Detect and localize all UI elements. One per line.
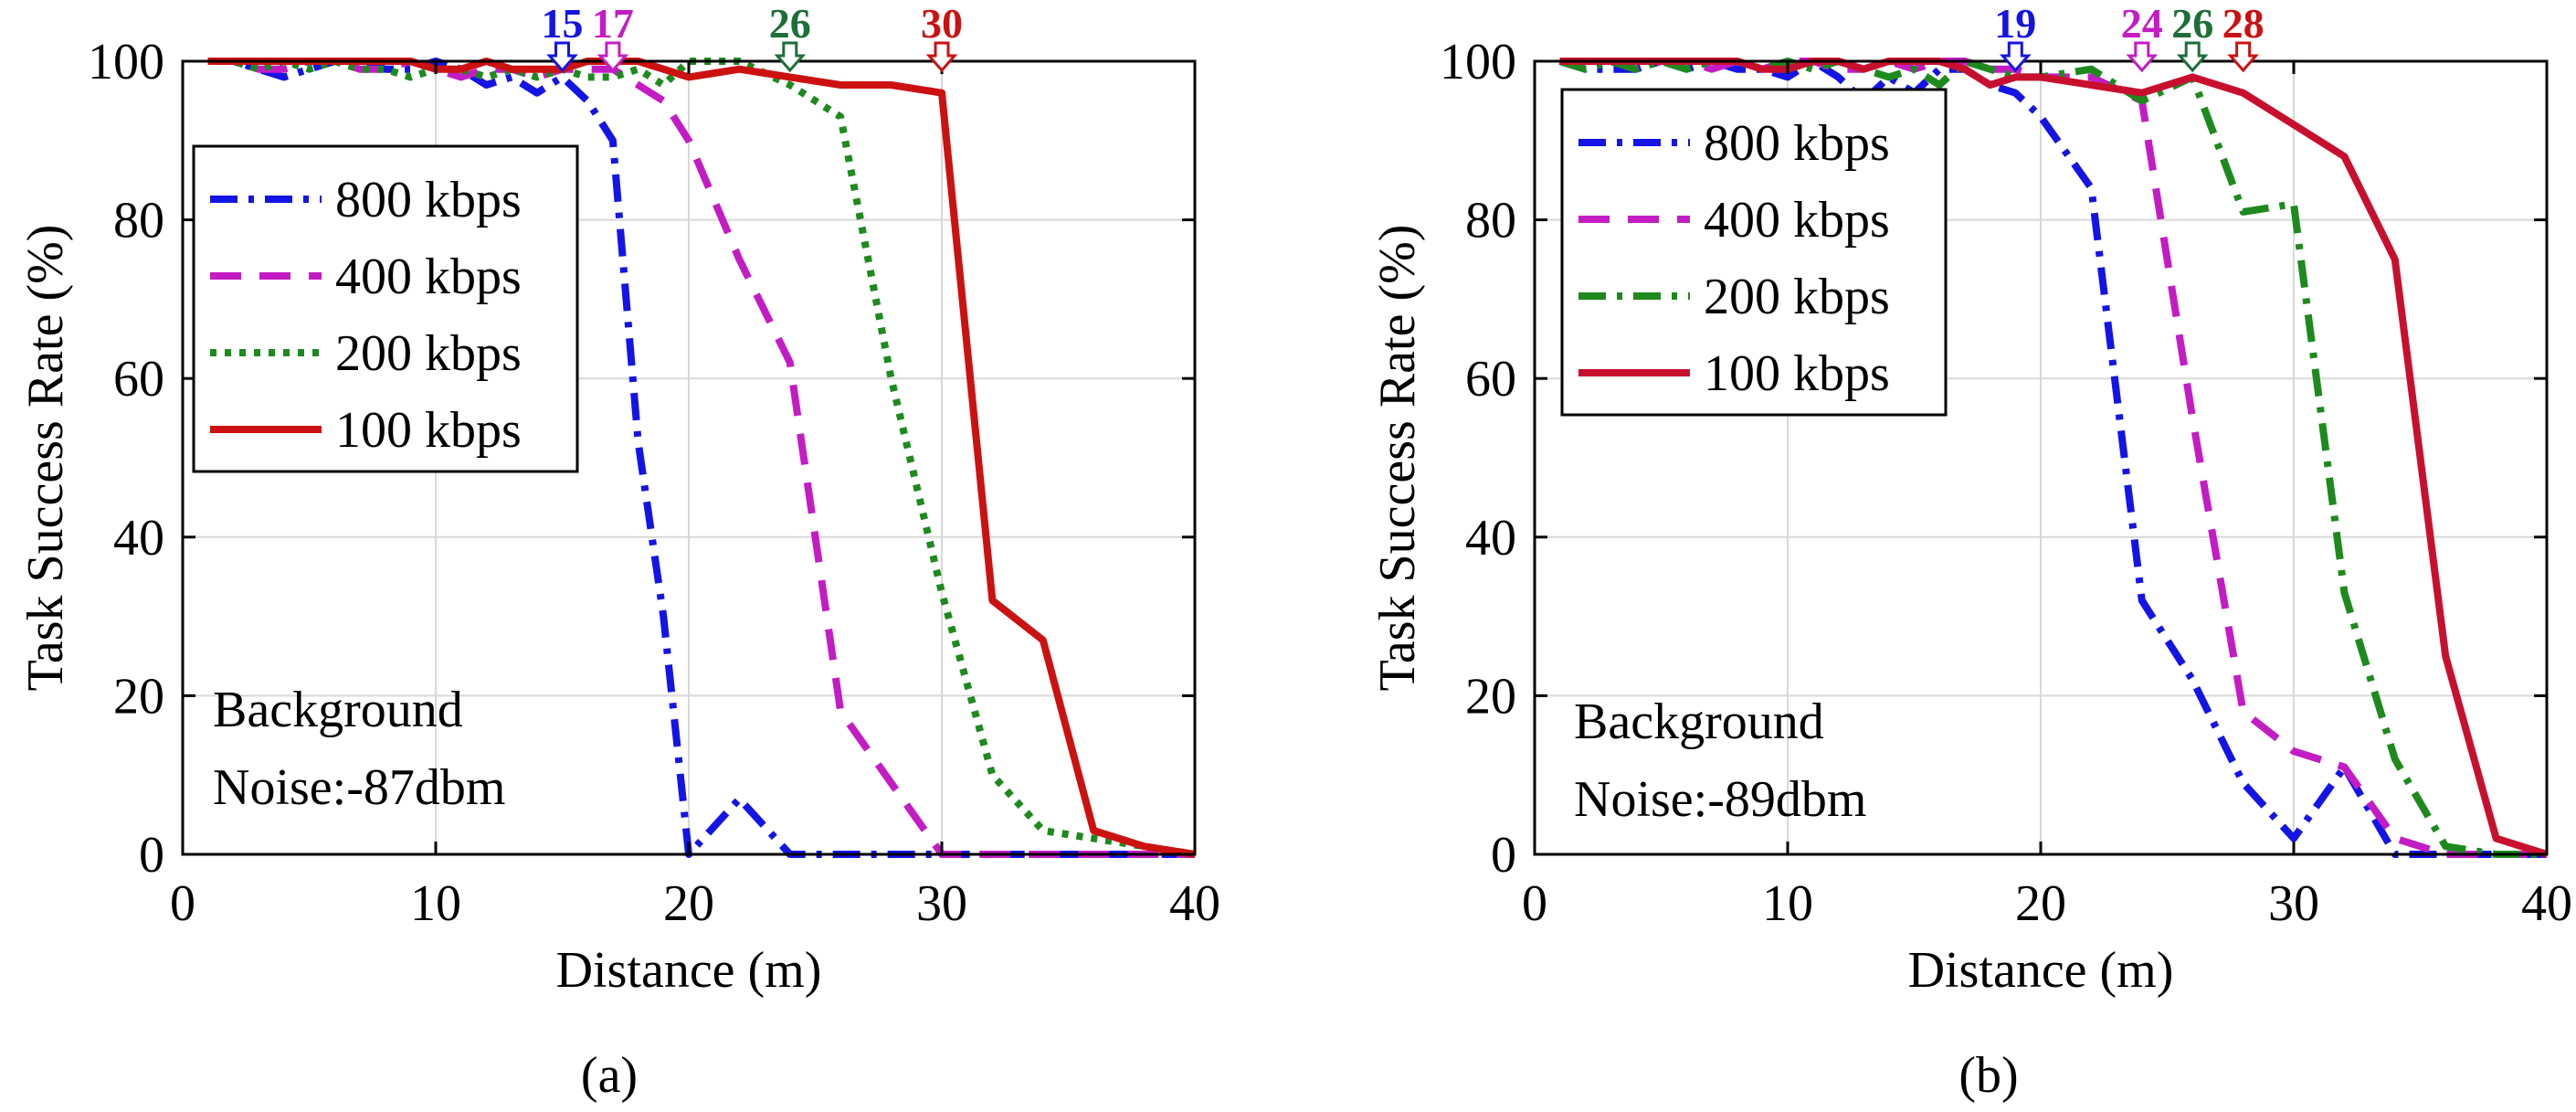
chart-a-y-tick-label: 100 [88,34,164,90]
chart-a-marker-arrow-icon [925,41,958,73]
chart-a-x-tick-label: 20 [663,875,714,932]
caption-a: (a) [580,1047,639,1104]
chart-b-legend-label: 800 kbps [1704,115,1890,172]
chart-b-legend-label: 400 kbps [1704,192,1890,249]
chart-b-marker-label: 24 [2121,0,2163,47]
chart-a-marker-label: 30 [921,0,963,47]
chart-panel-a: 0 10 20 30 40 0 20 40 60 80 100 Distance (m) Task Su… [17,0,1220,1104]
chart-a-series-line-200-kbps [207,58,1196,858]
chart-b-y-tick-label: 0 [1491,827,1516,884]
chart-a-y-axis-label: Task Success Rate (%) [17,225,74,692]
chart-b-marker-arrow-icon [2227,41,2259,73]
chart-a-x-axis-label: Distance (m) [556,942,822,999]
chart-b-series-line-200-kbps [1558,58,2547,858]
chart-a-marker-arrow-icon [774,41,807,73]
chart-a-x-tick-label: 10 [410,875,461,932]
chart-a-marker-arrow-icon [546,41,578,73]
chart-b-svg: 0 10 20 30 40 0 20 40 60 80 100 Distance (m) Task Su… [1369,0,2572,999]
chart-a-legend-box [192,144,579,473]
chart-b-marker-arrow-icon [1999,41,2032,73]
chart-b-marker-label: 19 [1994,0,2036,47]
chart-a-y-tick-label: 80 [113,193,164,249]
chart-a-x-tick-label: 0 [170,875,195,932]
chart-b-marker-label: 26 [2171,0,2213,47]
chart-a-legend-label: 800 kbps [335,172,522,228]
chart-a-marker-label: 26 [769,0,811,47]
chart-panel-b: 0 10 20 30 40 0 20 40 60 80 100 Distance (m) Task Su… [1288,0,2576,1112]
chart-a-annotation-line: Background [213,682,463,738]
chart-b-legend-label: 200 kbps [1704,269,1890,325]
chart-b-y-tick-label: 60 [1465,351,1516,408]
chart-a-legend-label: 400 kbps [335,249,522,305]
chart-a-legend-label: 200 kbps [335,325,522,382]
chart-b-x-tick-label: 20 [2015,875,2066,932]
chart-a-marker-label: 15 [542,0,584,47]
chart-b-marker-arrow-icon [2126,41,2159,73]
chart-a-annotation-line: Noise:-87dbm [213,759,505,816]
chart-b-x-tick-label: 0 [1522,875,1547,932]
chart-b-y-tick-label: 40 [1465,510,1516,567]
chart-a-y-tick-label: 20 [113,668,164,725]
chart-a-legend-label: 100 kbps [335,402,522,459]
chart-b-legend-box [1560,88,1948,417]
chart-b-y-axis-label: Task Success Rate (%) [1369,225,1426,692]
chart-a-marker-arrow-icon [596,41,629,73]
chart-b-x-tick-label: 30 [2268,875,2319,932]
chart-b-annotation-line: Noise:-89dbm [1574,771,1866,828]
chart-b-legend-label: 100 kbps [1704,345,1890,402]
chart-b-annotation-line: Background [1574,694,1824,750]
chart-a-y-tick-label: 60 [113,351,164,408]
chart-a-x-tick-label: 40 [1169,875,1220,932]
chart-b-y-tick-label: 100 [1440,34,1516,90]
chart-b-marker-arrow-icon [2176,41,2209,73]
chart-a-y-tick-label: 0 [139,827,164,884]
chart-b-x-axis-label: Distance (m) [1908,942,2174,999]
chart-a-x-tick-label: 30 [916,875,967,932]
chart-b-x-tick-label: 10 [1762,875,1813,932]
chart-a-marker-label: 17 [592,0,634,47]
chart-b-y-tick-label: 20 [1465,668,1516,725]
chart-b-x-tick-label: 40 [2521,875,2572,932]
chart-b-y-tick-label: 80 [1465,193,1516,249]
caption-b: (b) [1958,1047,2019,1104]
chart-a-svg: 0 10 20 30 40 0 20 40 60 80 100 Distance (m) Task Su… [17,0,1220,999]
chart-b-marker-label: 28 [2222,0,2265,47]
chart-a-y-tick-label: 40 [113,510,164,567]
